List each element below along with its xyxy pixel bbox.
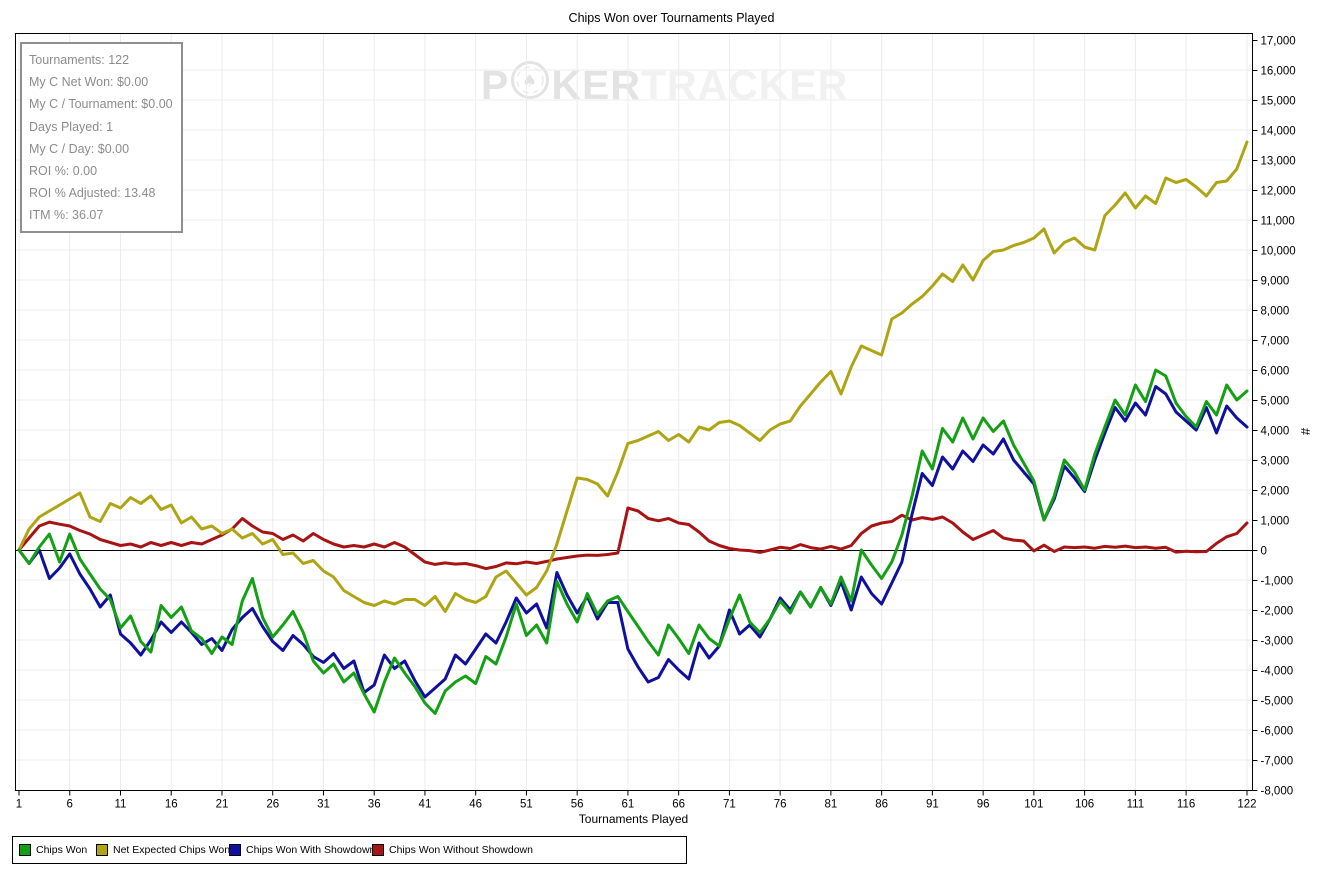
series-line-chips-won-without-showdown[interactable] [17, 506, 1249, 571]
tooltip-net-won: My C Net Won: $0.00 [29, 75, 149, 90]
y-tick-label: 2,000 [1261, 486, 1290, 498]
x-tick-label: 51 [520, 799, 533, 811]
x-tick-label: 101 [1024, 799, 1043, 811]
x-tick-label: 91 [926, 799, 939, 811]
legend-item-chips-won[interactable]: Chips Won [19, 837, 87, 863]
x-tick-label: 66 [672, 799, 685, 811]
tooltip-roi: ROI %: 0.00 [29, 164, 98, 179]
y-tick-label: 8,000 [1261, 306, 1290, 318]
x-tick-label: 21 [216, 799, 229, 811]
legend-item-net-expected[interactable]: Net Expected Chips Won [96, 837, 230, 863]
tooltip-itm: ITM %: 36.07 [29, 208, 104, 223]
y-tick-label: 13,000 [1261, 156, 1296, 168]
y-tick-label: 6,000 [1261, 366, 1290, 378]
y-tick-label: -8,000 [1261, 786, 1294, 798]
x-tick-label: 71 [723, 799, 736, 811]
y-tick-label: -3,000 [1261, 636, 1294, 648]
y-tick-label: 1,000 [1261, 516, 1290, 528]
stats-tooltip: Tournaments: 122 My C Net Won: $0.00 My … [20, 42, 183, 233]
x-tick-label: 96 [977, 799, 990, 811]
y-tick-label: 9,000 [1261, 276, 1290, 288]
x-tick-label: 36 [368, 799, 381, 811]
plot-frame [15, 33, 1253, 791]
legend-swatch-chips-won [19, 844, 31, 856]
y-tick-label: -2,000 [1261, 606, 1294, 618]
y-tick-label: 3,000 [1261, 456, 1290, 468]
legend-swatch-without-showdown [372, 844, 384, 856]
tooltip-days-played: Days Played: 1 [29, 119, 114, 134]
x-tick-label: 6 [67, 799, 73, 811]
x-tick-label: 46 [469, 799, 482, 811]
page-title: Chips Won over Tournaments Played [568, 11, 775, 25]
x-tick-label: 56 [571, 799, 584, 811]
y-tick-label: 0 [1261, 546, 1267, 558]
x-tick-label: 106 [1075, 799, 1094, 811]
legend: Chips Won Net Expected Chips Won Chips W… [12, 836, 687, 864]
x-tick-label: 86 [875, 799, 888, 811]
y-tick-label: -7,000 [1261, 756, 1294, 768]
x-tick-label: 11 [115, 799, 127, 811]
x-tick-label: 26 [266, 799, 279, 811]
y-tick-label: -1,000 [1261, 576, 1294, 588]
y-tick-label: -4,000 [1261, 666, 1294, 678]
legend-swatch-net-expected [96, 844, 108, 856]
tooltip-per-tournament: My C / Tournament: $0.00 [29, 97, 173, 112]
y-tick-label: 4,000 [1261, 426, 1290, 438]
legend-label: Net Expected Chips Won [113, 844, 231, 856]
x-tick-label: 76 [774, 799, 787, 811]
y-axis-title: # [1298, 427, 1314, 436]
plot-area: -8,000 -7,000 -6,000 -5,000 -4,000 -3,000 -2,0… [15, 33, 1296, 811]
legend-item-with-showdown[interactable]: Chips Won With Showdown [229, 837, 375, 863]
legend-swatch-with-showdown [229, 844, 241, 856]
x-tick-label: 16 [165, 799, 178, 811]
x-tick-label: 1 [16, 799, 22, 811]
legend-item-without-showdown[interactable]: Chips Won Without Showdown [372, 837, 533, 863]
tooltip-per-day: My C / Day: $0.00 [29, 141, 130, 156]
y-tick-label: -5,000 [1261, 696, 1294, 708]
x-tick-label: 41 [419, 799, 432, 811]
y-tick-label: 11,000 [1261, 216, 1295, 228]
y-tick-label: 5,000 [1261, 396, 1290, 408]
x-tick-label: 81 [824, 799, 837, 811]
legend-label: Chips Won Without Showdown [389, 844, 533, 856]
x-tick-label: 122 [1237, 799, 1256, 811]
series-line-net-expected-chips-won[interactable] [17, 140, 1249, 613]
x-axis-title: Tournaments Played [578, 812, 689, 826]
y-tick-label: 12,000 [1261, 186, 1296, 198]
y-tick-label: 17,000 [1261, 36, 1296, 48]
x-tick-label: 111 [1127, 799, 1144, 811]
y-tick-label: 15,000 [1261, 96, 1296, 108]
x-tick-label: 61 [622, 799, 635, 811]
series-line-chips-won[interactable] [17, 368, 1249, 715]
tooltip-roi-adjusted: ROI % Adjusted: 13.48 [29, 186, 156, 201]
x-tick-label: 31 [317, 799, 330, 811]
y-tick-label: -6,000 [1261, 726, 1294, 738]
tooltip-tournaments: Tournaments: 122 [29, 53, 130, 67]
legend-label: Chips Won [36, 844, 88, 856]
y-tick-label: 7,000 [1261, 336, 1290, 348]
y-tick-label: 14,000 [1261, 126, 1296, 138]
legend-label: Chips Won With Showdown [246, 844, 376, 856]
x-tick-label: 116 [1177, 799, 1195, 811]
y-tick-label: 16,000 [1261, 66, 1296, 78]
y-tick-label: 10,000 [1261, 246, 1296, 258]
